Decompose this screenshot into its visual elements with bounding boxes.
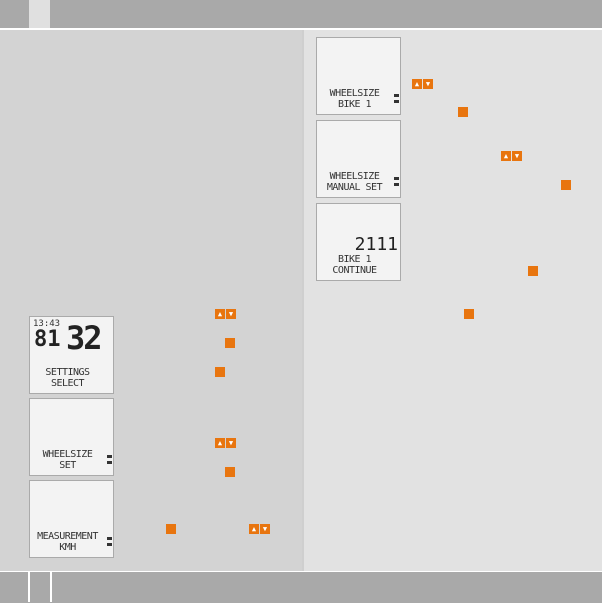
button-square-icon <box>215 367 225 377</box>
footer-bar <box>0 571 602 603</box>
lcd-big-right: 32 <box>66 319 103 357</box>
lcd-line1: SETTINGS <box>45 367 90 378</box>
footer-divider <box>50 571 52 602</box>
lcd-line2: SET <box>59 460 76 471</box>
lcd-screen-continue: 2111 BIKE 1 CONTINUE <box>316 203 401 281</box>
lcd-time: 13:43 <box>33 319 61 329</box>
lcd-screen-wheelsize-set: WHEELSIZE SET <box>29 398 114 476</box>
header-bar <box>0 0 602 30</box>
lcd-line2: KMH <box>59 542 76 553</box>
lcd-bars-icon <box>107 537 112 549</box>
down-arrow-icon: ▼ <box>226 438 236 448</box>
button-square-icon <box>458 107 468 117</box>
lcd-value: 2111 <box>354 234 398 255</box>
lcd-line2: BIKE 1 <box>337 99 372 110</box>
lcd-line2: CONTINUE <box>332 265 377 276</box>
lcd-line1: MEASUREMENT <box>37 531 98 542</box>
up-down-arrow-icon: ▲ ▼ <box>412 79 433 89</box>
lcd-bars-icon <box>394 94 399 106</box>
up-down-arrow-icon: ▲ ▼ <box>215 309 236 319</box>
up-arrow-icon: ▲ <box>215 438 225 448</box>
down-arrow-icon: ▼ <box>512 151 522 161</box>
up-down-arrow-icon: ▲ ▼ <box>501 151 522 161</box>
lcd-screen-measurement: MEASUREMENT KMH <box>29 480 114 558</box>
button-square-icon <box>166 524 176 534</box>
up-arrow-icon: ▲ <box>412 79 422 89</box>
lcd-screen-settings: 13:43 81 32 SETTINGS SELECT <box>29 316 114 394</box>
up-down-arrow-icon: ▲ ▼ <box>249 524 270 534</box>
down-arrow-icon: ▼ <box>423 79 433 89</box>
down-arrow-icon: ▼ <box>260 524 270 534</box>
up-down-arrow-icon: ▲ ▼ <box>215 438 236 448</box>
lcd-screen-wheelsize-bike: WHEELSIZE BIKE 1 <box>316 37 401 115</box>
up-arrow-icon: ▲ <box>215 309 225 319</box>
lcd-bars-icon <box>394 177 399 189</box>
footer-divider <box>28 571 30 602</box>
lcd-line2: SELECT <box>50 378 85 389</box>
button-square-icon <box>561 180 571 190</box>
up-arrow-icon: ▲ <box>249 524 259 534</box>
page-tab <box>29 0 50 28</box>
down-arrow-icon: ▼ <box>226 309 236 319</box>
button-square-icon <box>225 467 235 477</box>
lcd-line1: WHEELSIZE <box>329 171 380 182</box>
lcd-line2: MANUAL SET <box>326 182 383 193</box>
lcd-line1: WHEELSIZE <box>42 449 93 460</box>
button-square-icon <box>225 338 235 348</box>
button-square-icon <box>528 266 538 276</box>
lcd-line1: BIKE 1 <box>337 254 372 265</box>
lcd-big-left: 81 <box>34 327 61 352</box>
lcd-line1: WHEELSIZE <box>329 88 380 99</box>
button-square-icon <box>464 309 474 319</box>
up-arrow-icon: ▲ <box>501 151 511 161</box>
lcd-screen-wheelsize-manual: WHEELSIZE MANUAL SET <box>316 120 401 198</box>
lcd-bars-icon <box>107 455 112 467</box>
